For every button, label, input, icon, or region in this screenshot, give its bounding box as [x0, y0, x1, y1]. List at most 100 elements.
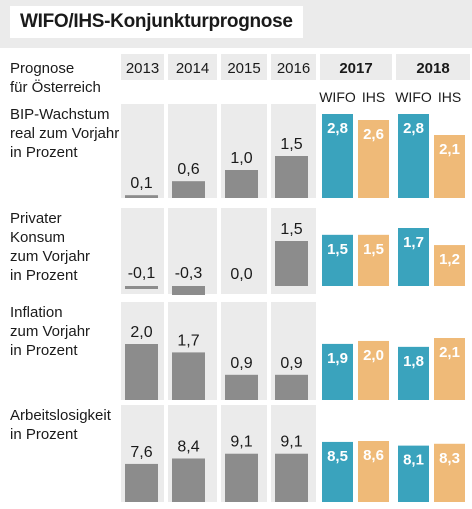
wifo-bar	[398, 346, 429, 400]
panel-label-line: in Prozent	[10, 342, 78, 359]
historic-bar	[125, 286, 158, 289]
historic-value-label: 1,5	[280, 221, 302, 238]
historic-value-label: 1,5	[280, 136, 302, 153]
ihs-bar	[358, 234, 389, 286]
ihs-bar	[434, 245, 465, 286]
wifo-legend-label: WIFO	[319, 89, 356, 105]
ihs-bar	[358, 441, 389, 502]
header-label-line: Prognose	[10, 60, 74, 77]
ihs-bar	[358, 120, 389, 198]
panel-label-line: in Prozent	[10, 144, 78, 161]
historic-bar	[275, 453, 308, 502]
year-header-label: 2013	[126, 60, 159, 77]
ihs-bar	[434, 135, 465, 198]
historic-value-label: 1,7	[177, 332, 199, 349]
historic-value-label: 9,1	[230, 434, 252, 451]
historic-bar	[225, 170, 258, 198]
panel-label-line: Konsum	[10, 229, 65, 246]
historic-bar	[275, 156, 308, 198]
wifo-bar	[398, 114, 429, 198]
ihs-value-label: 1,2	[439, 251, 460, 268]
panel-background	[168, 208, 217, 294]
year-header-cell	[271, 54, 316, 80]
panel-label-line: real zum Vorjahr	[10, 125, 119, 142]
wifo-value-label: 1,8	[403, 353, 424, 370]
year-header-label: 2015	[227, 60, 260, 77]
historic-value-label: 0,1	[130, 175, 152, 192]
historic-bar	[172, 181, 205, 198]
ihs-legend-label: IHS	[362, 89, 385, 105]
wifo-value-label: 2,8	[403, 120, 424, 137]
panel-label-line: in Prozent	[10, 426, 78, 443]
wifo-bar	[398, 445, 429, 502]
wifo-legend-label: WIFO	[395, 89, 432, 105]
year-header-label: 2017	[339, 60, 372, 77]
panel-label-line: BIP-Wachstum	[10, 106, 109, 123]
year-header-cell	[396, 54, 470, 80]
historic-value-label: 0,6	[177, 161, 199, 178]
panel-label-line: zum Vorjahr	[10, 323, 90, 340]
ihs-value-label: 8,3	[439, 450, 460, 467]
wifo-value-label: 8,5	[327, 448, 348, 465]
wifo-value-label: 1,5	[327, 241, 348, 258]
ihs-bar	[434, 338, 465, 400]
panel-background	[121, 208, 164, 294]
historic-bar	[225, 374, 258, 400]
year-header-cell	[121, 54, 164, 80]
wifo-value-label: 8,1	[403, 452, 424, 469]
year-header-label: 2018	[416, 60, 449, 77]
historic-bar	[125, 344, 158, 400]
panel-label-line: in Prozent	[10, 267, 78, 284]
historic-value-label: 0,9	[280, 355, 302, 372]
historic-value-label: 9,1	[280, 434, 302, 451]
panel-label-line: Arbeitslosigkeit	[10, 407, 112, 424]
historic-bar	[125, 195, 158, 198]
panel-background	[221, 208, 267, 294]
ihs-value-label: 2,1	[439, 344, 460, 361]
wifo-bar	[322, 234, 353, 286]
historic-value-label: -0,3	[175, 265, 203, 282]
year-header-cell	[221, 54, 267, 80]
historic-bar	[172, 458, 205, 502]
panel-label-line: zum Vorjahr	[10, 248, 90, 265]
historic-bar	[172, 286, 205, 295]
title-bar: WIFO/IHS-Konjunkturprognose	[0, 0, 472, 48]
wifo-bar	[322, 343, 353, 400]
ihs-value-label: 8,6	[363, 447, 384, 464]
year-header-label: 2014	[176, 60, 209, 77]
historic-bar	[275, 241, 308, 286]
ihs-value-label: 2,1	[439, 141, 460, 158]
historic-bar	[225, 453, 258, 502]
wifo-value-label: 2,8	[327, 120, 348, 137]
ihs-bar	[434, 443, 465, 502]
historic-bar	[275, 374, 308, 400]
historic-value-label: 8,4	[177, 438, 199, 455]
ihs-legend-label: IHS	[438, 89, 461, 105]
ihs-value-label: 2,6	[363, 126, 384, 143]
historic-value-label: 2,0	[130, 324, 152, 341]
year-header-label: 2016	[277, 60, 310, 77]
historic-value-label: 0,0	[230, 266, 252, 283]
historic-value-label: 1,0	[230, 150, 252, 167]
wifo-value-label: 1,9	[327, 350, 348, 367]
historic-value-label: 7,6	[130, 444, 152, 461]
panel-label-line: Privater	[10, 210, 62, 227]
wifo-bar	[322, 114, 353, 198]
panel-background	[121, 104, 164, 198]
chart-title: WIFO/IHS-Konjunkturprognose	[10, 6, 303, 38]
header-label-line: für Österreich	[10, 78, 101, 96]
ihs-value-label: 2,0	[363, 347, 384, 364]
wifo-bar	[398, 228, 429, 286]
historic-bar	[172, 352, 205, 400]
historic-value-label: -0,1	[128, 265, 156, 282]
historic-value-label: 0,9	[230, 355, 252, 372]
panel-label-line: Inflation	[10, 304, 63, 321]
year-header-cell	[168, 54, 217, 80]
ihs-bar	[358, 340, 389, 400]
historic-bar	[125, 463, 158, 502]
year-header-cell	[320, 54, 392, 80]
wifo-bar	[322, 441, 353, 502]
wifo-value-label: 1,7	[403, 234, 424, 251]
ihs-value-label: 1,5	[363, 241, 384, 258]
